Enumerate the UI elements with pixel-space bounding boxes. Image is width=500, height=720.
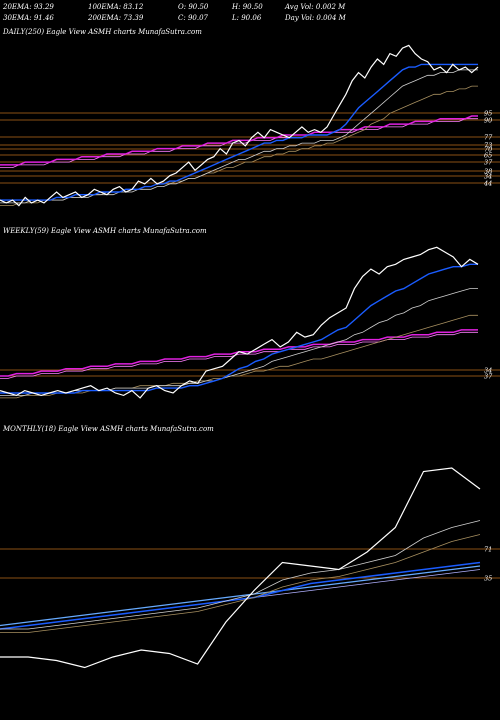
series-line bbox=[0, 520, 481, 630]
series-line bbox=[0, 44, 479, 207]
level-label: 73 bbox=[484, 142, 492, 150]
header-stat: H: 90.50 bbox=[231, 3, 263, 11]
series-line bbox=[0, 246, 479, 399]
panel-title: WEEKLY(59) Eagle View ASMH charts Munafa… bbox=[3, 227, 207, 235]
series-line bbox=[0, 85, 478, 207]
header-stat: C: 90.07 bbox=[178, 14, 209, 22]
level-label: 34 bbox=[484, 367, 492, 375]
series-line bbox=[0, 565, 481, 627]
panel-title: DAILY(250) Eagle View ASMH charts Munafa… bbox=[2, 28, 202, 36]
level-label: 77 bbox=[484, 134, 493, 142]
level-label: 35 bbox=[484, 575, 492, 583]
header-stat: 200EMA: 73.39 bbox=[87, 14, 144, 22]
level-label: 71 bbox=[484, 546, 492, 554]
header-stat: Day Vol: 0.004 M bbox=[284, 14, 347, 22]
level-label: 37 bbox=[484, 159, 493, 167]
level-label: 70 bbox=[484, 146, 492, 154]
level-label: 90 bbox=[484, 117, 492, 125]
header-stat: 100EMA: 83.12 bbox=[88, 3, 144, 11]
level-label: 44 bbox=[483, 180, 492, 188]
header-stat: O: 90.50 bbox=[178, 3, 209, 11]
series-line bbox=[0, 288, 478, 396]
series-line bbox=[0, 314, 478, 399]
series-line bbox=[0, 118, 478, 169]
header-stat: L: 90.06 bbox=[231, 14, 262, 22]
series-line bbox=[0, 63, 478, 201]
level-label: 34 bbox=[484, 173, 492, 181]
level-label: 37 bbox=[484, 373, 493, 381]
level-label: 95 bbox=[484, 110, 492, 118]
panel-title: MONTHLY(18) Eagle View ASMH charts Munaf… bbox=[2, 425, 214, 433]
level-label: 38 bbox=[484, 168, 492, 176]
series-line bbox=[0, 331, 478, 379]
series-line bbox=[0, 561, 481, 630]
header-stat: 20EMA: 93.29 bbox=[2, 3, 54, 11]
series-line bbox=[0, 263, 478, 394]
header-stat: Avg Vol: 0.002 M bbox=[284, 3, 346, 11]
series-line bbox=[0, 467, 481, 669]
series-line bbox=[0, 534, 481, 633]
header-stat: 30EMA: 91.46 bbox=[3, 14, 54, 22]
series-line bbox=[0, 69, 478, 204]
level-label: 65 bbox=[484, 152, 492, 160]
